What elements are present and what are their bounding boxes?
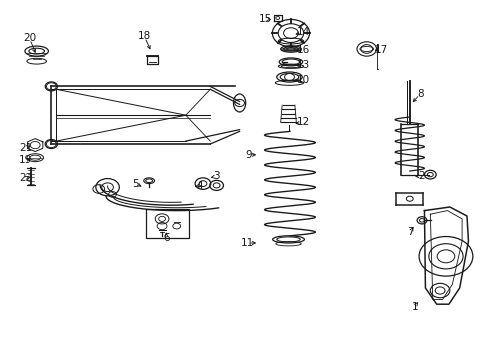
Text: 2: 2 <box>417 171 424 181</box>
Text: 11: 11 <box>240 238 253 248</box>
Text: 19: 19 <box>19 155 32 165</box>
Text: 9: 9 <box>244 150 251 160</box>
Text: 20: 20 <box>23 33 36 43</box>
Text: 14: 14 <box>296 27 309 37</box>
Text: 4: 4 <box>196 181 203 191</box>
Text: 15: 15 <box>258 14 271 24</box>
Text: 7: 7 <box>407 227 413 237</box>
Text: 6: 6 <box>163 233 169 243</box>
Text: 3: 3 <box>212 171 219 181</box>
Bar <box>145 209 188 238</box>
Text: 17: 17 <box>374 45 387 55</box>
Text: 5: 5 <box>132 179 139 189</box>
Text: 21: 21 <box>19 143 32 153</box>
Text: 12: 12 <box>296 117 309 127</box>
Text: 16: 16 <box>296 45 309 55</box>
Text: 1: 1 <box>410 302 417 312</box>
Text: 18: 18 <box>137 31 151 41</box>
Text: 13: 13 <box>296 60 309 70</box>
Text: 22: 22 <box>19 173 32 183</box>
Text: 8: 8 <box>416 89 423 99</box>
Text: 10: 10 <box>296 75 309 85</box>
